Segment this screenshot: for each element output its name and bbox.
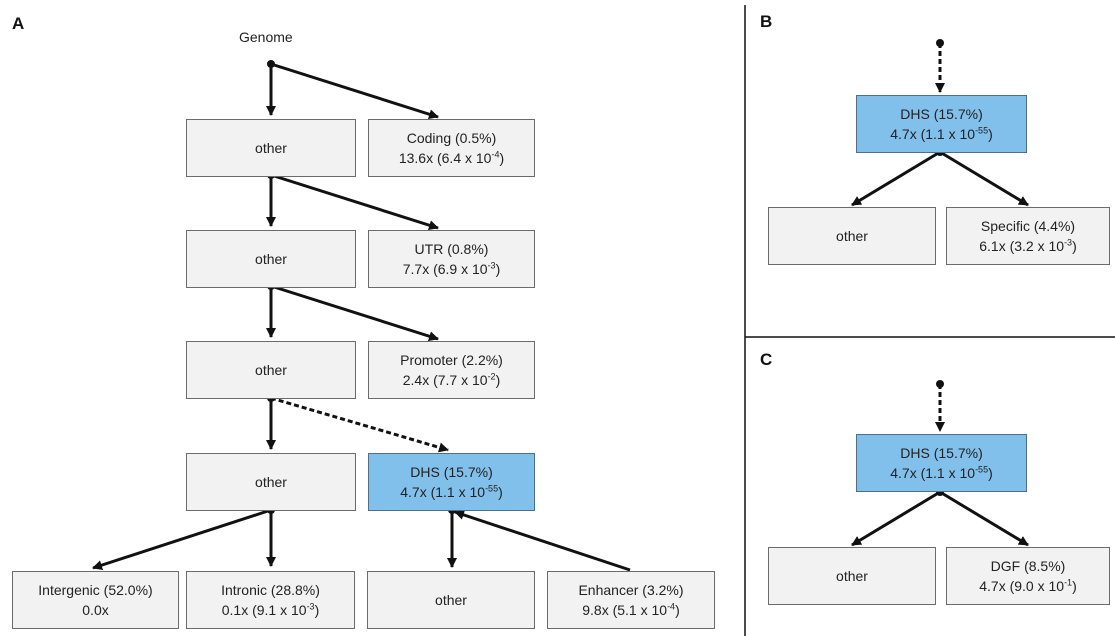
box-label: other: [836, 568, 868, 584]
specific-stat: 6.1x (3.2 x 10: [979, 238, 1065, 254]
enhancer-stat: 9.8x (5.1 x 10: [582, 602, 668, 618]
edge-genome-coding: [270, 62, 439, 120]
other-box-b: other: [768, 207, 936, 265]
dhs-c-name: DHS (15.7%): [900, 445, 983, 461]
edge-other3-dhs-dashed: [270, 396, 449, 453]
edge-other4-intergenic: [92, 508, 272, 570]
dhs-c-exp: -55: [975, 464, 989, 475]
coding-exp: -4: [491, 149, 500, 160]
dhs-a-name: DHS (15.7%): [410, 464, 493, 480]
dgf-name: DGF (8.5%): [990, 558, 1066, 574]
dgf-box: DGF (8.5%) 4.7x (9.0 x 10-1): [946, 547, 1110, 605]
enhancer-close: ): [675, 602, 680, 618]
other-box-2: other: [186, 230, 356, 288]
enhancer-box: Enhancer (3.2%) 9.8x (5.1 x 10-4): [547, 571, 715, 629]
promoter-name: Promoter (2.2%): [400, 352, 503, 368]
utr-close: ): [495, 261, 501, 277]
intronic-close: ): [314, 602, 320, 618]
promoter-exp: -2: [487, 371, 496, 382]
dgf-stat: 4.7x (9.0 x 10: [979, 578, 1065, 594]
dhs-c-close: ): [988, 465, 993, 481]
promoter-stat: 2.4x (7.7 x 10: [402, 372, 488, 388]
dhs-c-stat: 4.7x (1.1 x 10: [890, 465, 976, 481]
dhs-box-c: DHS (15.7%) 4.7x (1.1 x 10-55): [856, 434, 1027, 492]
specific-box: Specific (4.4%) 6.1x (3.2 x 10-3): [946, 207, 1110, 265]
enhancer-exp: -4: [667, 601, 676, 612]
dhs-box-b: DHS (15.7%) 4.7x (1.1 x 10-55): [856, 95, 1027, 153]
edge-other1-utr: [270, 173, 439, 231]
intergenic-stat: 0.0x: [82, 602, 109, 618]
coding-close: ): [499, 150, 505, 166]
enhancer-name: Enhancer (3.2%): [578, 582, 684, 598]
dhs-b-stat: 4.7x (1.1 x 10: [890, 126, 976, 142]
intronic-box: Intronic (28.8%) 0.1x (9.1 x 10-3): [186, 571, 355, 629]
box-label: other: [836, 228, 868, 244]
dhs-b-name: DHS (15.7%): [900, 106, 983, 122]
other-box-c: other: [768, 547, 936, 605]
box-label: other: [255, 251, 287, 267]
utr-exp: -3: [487, 260, 496, 271]
edge-other2-promoter: [270, 284, 439, 342]
other-box-4: other: [186, 453, 356, 511]
coding-stat: 13.6x (6.4 x 10: [398, 150, 492, 166]
dhs-a-exp: -55: [485, 483, 499, 494]
dhs-box-a: DHS (15.7%) 4.7x (1.1 x 10-55): [368, 453, 535, 511]
box-label: other: [255, 474, 287, 490]
box-label: other: [435, 592, 467, 608]
utr-stat: 7.7x (6.9 x 10: [402, 261, 488, 277]
dhs-b-close: ): [988, 126, 993, 142]
other-box-3: other: [186, 341, 356, 399]
coding-box: Coding (0.5%) 13.6x (6.4 x 10-4): [368, 119, 535, 177]
other-box-5: other: [367, 571, 535, 629]
promoter-close: ): [495, 372, 501, 388]
edge-c-dhs-other: [851, 490, 941, 547]
specific-exp: -3: [1064, 237, 1073, 248]
dhs-a-stat: 4.7x (1.1 x 10: [400, 484, 486, 500]
intronic-name: Intronic (28.8%): [221, 582, 320, 598]
dgf-close: ): [1072, 578, 1077, 594]
other-box-1: other: [186, 119, 356, 177]
panel-label-a: A: [12, 14, 25, 33]
root-label: Genome: [239, 29, 293, 45]
box-label: other: [255, 140, 287, 156]
edge-c-dhs-dgf: [939, 490, 1029, 547]
dhs-b-exp: -55: [975, 125, 989, 136]
utr-box: UTR (0.8%) 7.7x (6.9 x 10-3): [368, 230, 535, 288]
promoter-box: Promoter (2.2%) 2.4x (7.7 x 10-2): [368, 341, 535, 399]
specific-close: ): [1072, 238, 1077, 254]
intronic-exp: -3: [306, 601, 315, 612]
intergenic-box: Intergenic (52.0%) 0.0x: [12, 571, 179, 629]
edge-b-dhs-specific: [939, 150, 1029, 207]
specific-name: Specific (4.4%): [980, 218, 1076, 234]
panel-label-c: C: [760, 350, 773, 369]
intergenic-name: Intergenic (52.0%): [38, 582, 153, 598]
panel-label-b: B: [760, 12, 773, 31]
intronic-stat: 0.1x (9.1 x 10: [221, 602, 307, 618]
utr-name: UTR (0.8%): [414, 241, 489, 257]
edge-enhancer-dhs: [454, 510, 631, 572]
dgf-exp: -1: [1064, 577, 1073, 588]
edge-b-dhs-other: [851, 150, 941, 207]
coding-name: Coding (0.5%): [406, 130, 497, 146]
dhs-a-close: ): [498, 484, 503, 500]
box-label: other: [255, 362, 287, 378]
